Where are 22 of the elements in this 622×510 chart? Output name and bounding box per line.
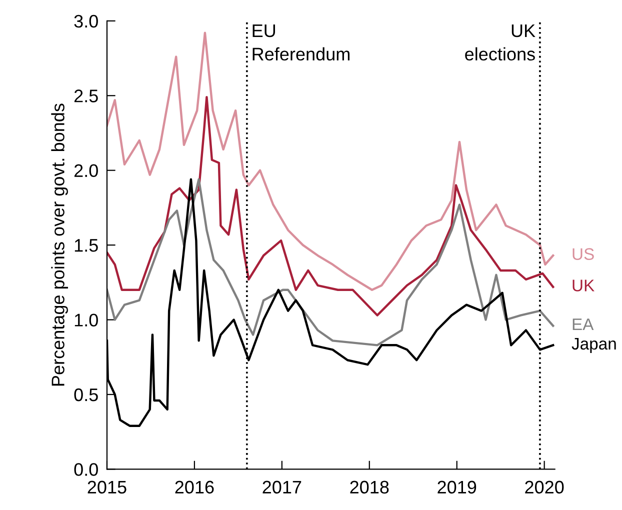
x-tick-label: 2019 <box>438 480 476 494</box>
x-tick-label: 2020 <box>525 480 564 494</box>
y-tick-label: 1.5 <box>74 239 98 252</box>
line-series <box>106 96 554 316</box>
y-tick-label: 0.0 <box>74 463 98 476</box>
y-tick-label: 3.0 <box>74 14 98 28</box>
series-label: Japan <box>572 338 616 353</box>
ref-line-label: EU Referendum <box>252 24 350 61</box>
line-series <box>106 178 554 346</box>
x-tick-label: 2018 <box>350 480 389 494</box>
y-tick-label: 2.5 <box>74 90 98 102</box>
y-tick-label: 1.0 <box>74 314 98 326</box>
series-label: UK <box>572 280 594 292</box>
ref-line-label: UK elections <box>465 24 536 61</box>
x-tick-label: 2017 <box>262 480 302 494</box>
x-tick-label: 2015 <box>88 480 126 494</box>
series-label: EA <box>572 318 594 330</box>
series-label: US <box>572 248 594 260</box>
y-tick-label: 2.0 <box>74 164 98 178</box>
y-tick-label: 0.5 <box>74 388 98 402</box>
x-tick-label: 2016 <box>175 480 214 494</box>
y-axis-title: Percentage points over govt. bonds <box>51 104 68 386</box>
